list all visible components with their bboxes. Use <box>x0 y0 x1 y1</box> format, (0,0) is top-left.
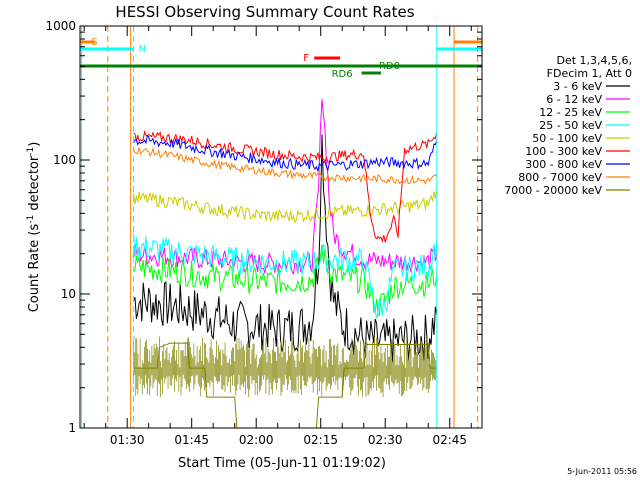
x-tick-label: 02:15 <box>303 433 338 447</box>
legend-entry-label: 300 - 800 keV <box>525 158 602 171</box>
legend-header-line: FDecim 1, Att 0 <box>547 67 632 80</box>
legend-entry-label: 12 - 25 keV <box>539 106 602 119</box>
axis-ticks: 1 10 100 1000 01:30 01:45 02:00 02:15 02:30 02:45 <box>45 19 482 447</box>
legend-entry-label: 3 - 6 keV <box>553 80 602 93</box>
legend-entry-label: 800 - 7000 keV <box>518 171 602 184</box>
x-axis-label: Start Time (05-Jun-11 01:19:02) <box>178 456 386 471</box>
footer-date: 5-Jun-2011 05:56 <box>567 467 637 476</box>
y-axis-label: Count Rate (s-1 detector-1) <box>26 142 42 313</box>
legend-entry-label: 100 - 300 keV <box>525 145 602 158</box>
x-tick-label: 01:30 <box>110 433 145 447</box>
y-label-part: Count Rate (s <box>27 224 42 313</box>
x-tick-label: 02:30 <box>368 433 403 447</box>
plot-area: S N F RD0 RD6 <box>80 26 482 429</box>
plot-frame <box>79 25 483 429</box>
x-tick-label: 02:00 <box>239 433 274 447</box>
series-line-3 <box>133 244 438 317</box>
legend: Det 1,3,4,5,6,FDecim 1, Att 03 - 6 keV6 … <box>504 54 632 197</box>
series-line-5 <box>133 189 438 224</box>
y-label-sup2: -1 <box>26 147 36 156</box>
y-tick-label: 10 <box>61 287 76 301</box>
night-label: N <box>139 44 146 55</box>
legend-entry-label: 25 - 50 keV <box>539 119 602 132</box>
chart-title: HESSI Observing Summary Count Rates <box>115 3 414 21</box>
y-tick-label: 1000 <box>45 19 76 33</box>
legend-entry-label: 7000 - 20000 keV <box>504 184 602 197</box>
y-label-sup: -1 <box>26 215 36 224</box>
y-label-end: ) <box>27 142 42 147</box>
x-tick-label: 02:45 <box>432 433 467 447</box>
series-line-6 <box>133 129 438 243</box>
y-tick-label: 100 <box>53 153 76 167</box>
series-line-4 <box>133 232 438 319</box>
flare-label: F <box>303 53 309 64</box>
y-label-part2: detector <box>27 155 42 215</box>
y-tick-label: 1 <box>68 421 76 435</box>
series-line-7 <box>133 135 438 173</box>
legend-entry-label: 6 - 12 keV <box>546 93 602 106</box>
series-line-1 <box>133 134 438 363</box>
saa-label: S <box>91 37 97 48</box>
series-line-8 <box>133 146 438 186</box>
series-line-2 <box>133 99 438 276</box>
rd6-label: RD6 <box>332 69 353 80</box>
legend-header-line: Det 1,3,4,5,6, <box>556 54 632 67</box>
x-tick-label: 01:45 <box>174 433 209 447</box>
rd0-label: RD0 <box>379 61 400 72</box>
legend-entry-label: 50 - 100 keV <box>532 132 602 145</box>
